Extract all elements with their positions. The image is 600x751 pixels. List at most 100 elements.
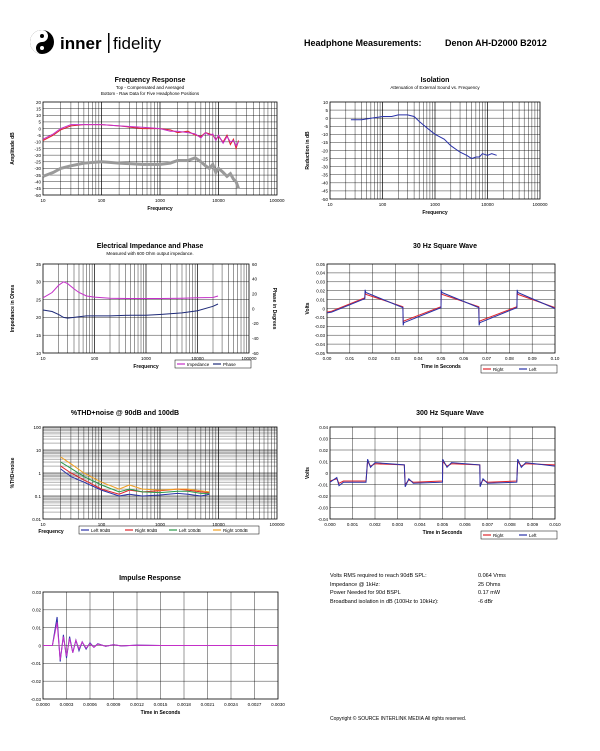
- x-tick-label: 10: [40, 356, 46, 361]
- stat-row: Power Needed for 90d BSPL 0.17 mW: [330, 590, 501, 597]
- x-tick-label: 10000: [191, 356, 204, 361]
- x-tick-label: 10: [327, 202, 333, 207]
- chart-subtitle: Bottom - Raw Data for Five Headphone Pos…: [101, 91, 200, 96]
- series-line: [329, 458, 556, 488]
- x-tick-label: 0.0000: [36, 702, 50, 707]
- y-tick-label: -45: [321, 189, 328, 194]
- y-tick-label: -0.04: [315, 342, 326, 347]
- y-tick-label: -20: [321, 148, 328, 153]
- x-tick-label: 1000: [155, 522, 166, 527]
- y-tick-label: 25: [36, 297, 42, 302]
- y-tick-label: 0.04: [319, 425, 328, 430]
- y-tick-label: 0.01: [32, 517, 41, 522]
- y-tick-label: 0.04: [316, 271, 325, 276]
- y2-tick-label: 60: [252, 262, 258, 267]
- x-tick-label: 10000: [481, 202, 494, 207]
- y-tick-label: 0.03: [316, 280, 325, 285]
- legend-label: Left 90dB: [91, 528, 110, 533]
- legend-label: Right 90dB: [135, 528, 157, 533]
- y-tick-label: 10: [36, 113, 42, 118]
- y-tick-label: -5: [37, 133, 41, 138]
- x-tick-label: 0.006: [459, 522, 471, 527]
- y2-tick-label: -20: [252, 321, 259, 326]
- x-tick-label: 0.005: [437, 522, 449, 527]
- y-tick-label: -0.02: [31, 679, 42, 684]
- copyright-text: Copyright © SOURCE INTERLINK MEDIA All r…: [330, 716, 467, 722]
- series-line: [326, 289, 556, 326]
- y-tick-label: -20: [34, 153, 41, 158]
- legend-label: Left 100dB: [179, 528, 201, 533]
- x-tick-label: 100000: [241, 356, 257, 361]
- x-tick-label: 0.03: [391, 356, 400, 361]
- x-axis-label: Time in Seconds: [421, 364, 461, 370]
- x-tick-label: 0.01: [345, 356, 354, 361]
- y-tick-label: -40: [34, 180, 41, 185]
- y-tick-label: 5: [38, 120, 41, 125]
- y-tick-label: -30: [34, 166, 41, 171]
- x-axis-label: Time in Seconds: [141, 710, 181, 716]
- series-line: [43, 622, 278, 660]
- y-tick-label: 10: [36, 448, 42, 453]
- x-tick-label: 0.0024: [224, 702, 238, 707]
- y-axis-label: %THD+noise: [10, 457, 16, 488]
- y-tick-label: 0.01: [32, 625, 41, 630]
- y-tick-label: 0.01: [319, 459, 328, 464]
- brand-left: inner: [60, 34, 102, 53]
- series-line: [60, 461, 210, 494]
- x-tick-label: 0.10: [551, 356, 560, 361]
- chart-title: 300 Hz Square Wave: [416, 410, 484, 417]
- x-axis-label: Frequency: [38, 529, 64, 535]
- series-line: [350, 114, 497, 160]
- x-tick-label: 0.004: [414, 522, 426, 527]
- y-tick-label: -40: [321, 181, 328, 186]
- x-tick-label: 0.000: [324, 522, 336, 527]
- y-tick-label: -0.03: [31, 697, 42, 702]
- y-tick-label: 15: [36, 106, 42, 111]
- y-tick-label: -50: [321, 197, 328, 202]
- x-tick-label: 0.0018: [177, 702, 191, 707]
- y-tick-label: 10: [36, 351, 42, 356]
- y-tick-label: -0.04: [318, 517, 329, 522]
- y-tick-label: -25: [321, 156, 328, 161]
- y2-tick-label: -60: [252, 351, 259, 356]
- y-tick-label: -0.01: [31, 661, 42, 666]
- y-axis-label: Impedance in Ohms: [10, 285, 16, 333]
- y2-tick-label: 20: [252, 291, 258, 296]
- x-tick-label: 100000: [269, 522, 285, 527]
- x-tick-label: 0.0021: [201, 702, 215, 707]
- chart-title: %THD+noise @ 90dB and 100dB: [71, 410, 179, 417]
- brand-right: fidelity: [113, 34, 162, 53]
- y-tick-label: -15: [34, 146, 41, 151]
- y-tick-label: -0.03: [318, 505, 329, 510]
- y-axis-label: Reduction in dB: [305, 131, 311, 170]
- y-tick-label: -45: [34, 186, 41, 191]
- x-tick-label: 0.02: [368, 356, 377, 361]
- y-tick-label: 20: [36, 315, 42, 320]
- y-tick-label: 30: [36, 280, 42, 285]
- y-tick-label: -0.02: [315, 324, 326, 329]
- x-axis-label: Time in Seconds: [423, 530, 463, 536]
- x-tick-label: 10: [40, 522, 46, 527]
- x-tick-label: 0.05: [437, 356, 446, 361]
- y-tick-label: 1: [38, 471, 41, 476]
- y-axis-label: Volts: [305, 467, 311, 479]
- y-tick-label: 0: [322, 306, 325, 311]
- summary-stats: Volts RMS required to reach 90dB SPL: 0.0…: [330, 572, 530, 606]
- y2-tick-label: 40: [252, 277, 258, 282]
- y-axis-label: Volts: [305, 302, 311, 314]
- y-tick-label: 0: [325, 471, 328, 476]
- y-tick-label: -0.05: [315, 351, 326, 356]
- series-line: [60, 456, 210, 493]
- x-tick-label: 1000: [141, 356, 152, 361]
- y-tick-label: -15: [321, 140, 328, 145]
- y-tick-label: 100: [33, 425, 41, 430]
- y-tick-label: -10: [321, 132, 328, 137]
- legend-label: Right: [493, 367, 504, 372]
- x-tick-label: 0.008: [504, 522, 516, 527]
- x-tick-label: 0.007: [482, 522, 494, 527]
- y-tick-label: 20: [36, 100, 42, 105]
- x-tick-label: 0.08: [505, 356, 514, 361]
- y-tick-label: 0.01: [316, 297, 325, 302]
- chart-subtitle: Measured with 600 Ohm output impedance.: [106, 251, 193, 256]
